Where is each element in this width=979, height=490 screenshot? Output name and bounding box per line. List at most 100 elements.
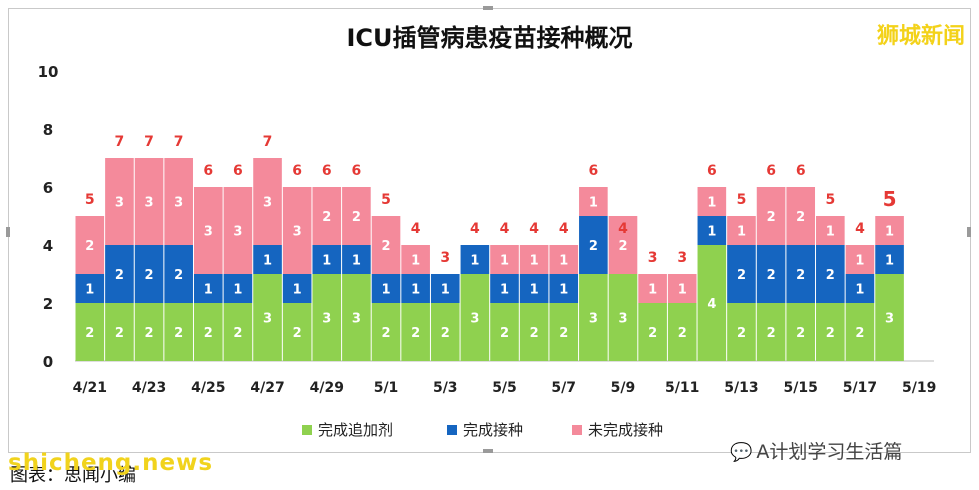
resize-handle-bottom[interactable] xyxy=(483,449,493,453)
segment-value-label: 2 xyxy=(826,268,835,283)
segment-value-label: 1 xyxy=(826,225,835,240)
resize-handle-left[interactable] xyxy=(6,227,10,237)
bar-vaccinated xyxy=(164,245,193,303)
bar-vaccinated xyxy=(371,274,401,303)
segment-value-label: 2 xyxy=(767,210,776,225)
segment-value-label: 4 xyxy=(707,297,716,312)
x-tick-label: 5/13 xyxy=(724,380,758,396)
segment-value-label: 2 xyxy=(381,239,390,254)
bar-unvaccinated xyxy=(75,216,105,274)
segment-value-label: 1 xyxy=(885,225,894,240)
y-tick-label: 10 xyxy=(38,63,59,81)
segment-value-label: 3 xyxy=(204,225,213,240)
segment-value-label: 1 xyxy=(470,254,479,269)
bar-unvaccinated xyxy=(727,216,756,245)
segment-value-label: 1 xyxy=(707,196,716,211)
segment-value-label: 2 xyxy=(204,326,213,341)
bar-booster xyxy=(430,303,460,361)
bar-booster xyxy=(193,303,223,361)
bar-booster xyxy=(638,303,667,361)
bar-vaccinated xyxy=(105,245,134,303)
segment-value-label: 3 xyxy=(885,312,894,327)
bar-unvaccinated xyxy=(756,187,786,245)
bar-total-label: 4 xyxy=(855,221,865,237)
bar-vaccinated xyxy=(875,245,904,274)
bar-unvaccinated xyxy=(401,245,430,274)
bar-unvaccinated xyxy=(342,187,371,245)
bar-unvaccinated xyxy=(253,158,282,245)
bar-unvaccinated xyxy=(638,274,667,303)
segment-value-label: 1 xyxy=(589,196,598,211)
segment-value-label: 2 xyxy=(174,326,183,341)
bar-total-label: 4 xyxy=(470,221,480,237)
segment-value-label: 1 xyxy=(885,254,894,269)
resize-handle-right[interactable] xyxy=(967,227,971,237)
segment-value-label: 1 xyxy=(233,283,242,298)
segment-value-label: 1 xyxy=(441,283,450,298)
bar-vaccinated xyxy=(756,245,786,303)
y-tick-label: 6 xyxy=(43,179,53,197)
bar-vaccinated xyxy=(312,245,342,274)
bar-booster xyxy=(786,303,816,361)
bar-total-label: 5 xyxy=(825,192,835,208)
bar-booster xyxy=(608,274,638,361)
segment-value-label: 3 xyxy=(115,196,124,211)
bar-unvaccinated xyxy=(371,216,401,274)
segment-value-label: 2 xyxy=(115,268,124,283)
segment-value-label: 2 xyxy=(500,326,509,341)
segment-value-label: 2 xyxy=(796,268,805,283)
bar-unvaccinated xyxy=(697,187,727,216)
segment-value-label: 3 xyxy=(263,196,272,211)
segment-value-label: 1 xyxy=(559,254,568,269)
segment-value-label: 1 xyxy=(411,254,420,269)
bar-vaccinated xyxy=(75,274,105,303)
x-tick-label: 5/7 xyxy=(551,380,576,396)
bar-total-label: 4 xyxy=(559,221,569,237)
segment-value-label: 2 xyxy=(826,326,835,341)
bar-total-label: 5 xyxy=(737,192,747,208)
segment-value-label: 3 xyxy=(145,196,154,211)
segment-value-label: 2 xyxy=(796,210,805,225)
bar-total-label: 4 xyxy=(500,221,510,237)
bar-unvaccinated xyxy=(312,187,342,245)
bar-booster xyxy=(756,303,786,361)
segment-value-label: 1 xyxy=(263,254,272,269)
bar-unvaccinated xyxy=(816,216,845,245)
segment-value-label: 3 xyxy=(263,312,272,327)
bar-booster xyxy=(519,303,549,361)
bar-total-label: 3 xyxy=(440,250,450,266)
legend-label-vaccinated: 完成接种 xyxy=(463,421,524,439)
x-tick-label: 4/23 xyxy=(132,380,166,396)
y-tick-label: 8 xyxy=(43,121,53,139)
resize-handle-top[interactable] xyxy=(483,6,493,10)
bar-booster xyxy=(371,303,401,361)
segment-value-label: 1 xyxy=(322,254,331,269)
bar-booster xyxy=(549,303,579,361)
segment-value-label: 1 xyxy=(855,283,864,298)
bar-total-label: 6 xyxy=(203,163,213,179)
bar-vaccinated xyxy=(845,274,875,303)
bar-total-label: 3 xyxy=(648,250,658,266)
bar-booster xyxy=(667,303,697,361)
segment-value-label: 3 xyxy=(589,312,598,327)
segment-value-label: 2 xyxy=(293,326,302,341)
bar-vaccinated xyxy=(549,274,579,303)
bar-booster xyxy=(134,303,164,361)
legend-swatch-unvaccinated xyxy=(572,425,582,435)
bar-total-label: 6 xyxy=(766,163,776,179)
bar-total-label: 7 xyxy=(144,134,154,150)
bar-unvaccinated xyxy=(134,158,164,245)
segment-value-label: 2 xyxy=(796,326,805,341)
segment-value-label: 1 xyxy=(500,283,509,298)
x-tick-label: 5/5 xyxy=(492,380,517,396)
x-tick-label: 4/25 xyxy=(191,380,225,396)
bar-total-label: 5 xyxy=(85,192,95,208)
wechat-account: 💬 A计划学习生活篇 xyxy=(730,437,902,464)
segment-value-label: 2 xyxy=(855,326,864,341)
bar-vaccinated xyxy=(134,245,164,303)
bar-vaccinated xyxy=(253,245,282,274)
x-tick-label: 5/3 xyxy=(433,380,458,396)
bar-booster xyxy=(164,303,193,361)
segment-value-label: 2 xyxy=(618,239,627,254)
bar-unvaccinated xyxy=(490,245,519,274)
